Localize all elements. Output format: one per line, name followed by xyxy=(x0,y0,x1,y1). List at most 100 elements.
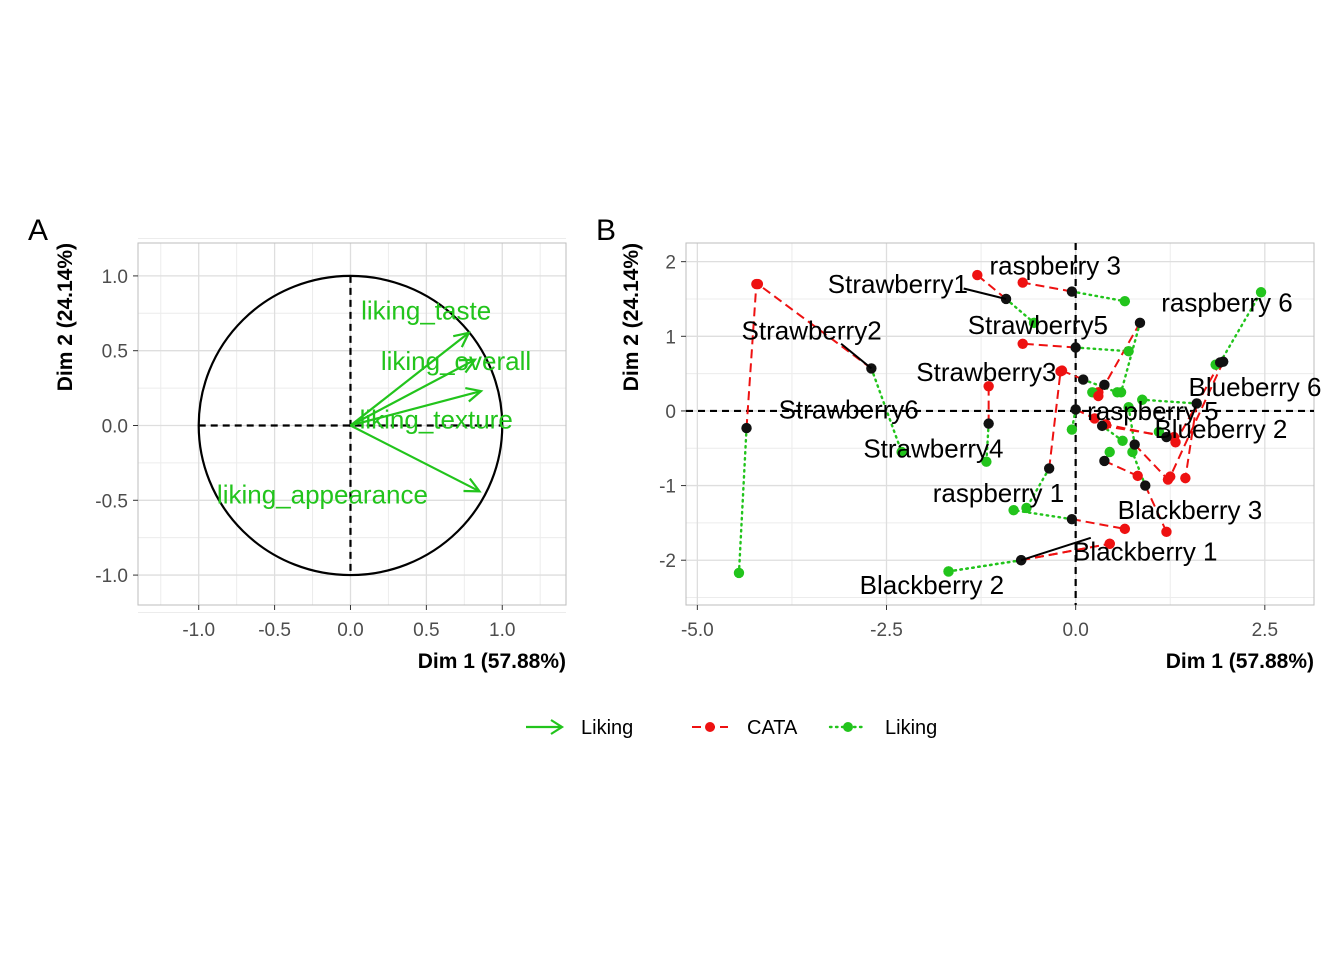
vector-label-liking-overall: liking_overall xyxy=(381,346,531,376)
cata-point-strawberry1 xyxy=(972,269,983,281)
legend-item-cata: CATA xyxy=(692,717,798,739)
panel-b-content: Strawberry1 Strawberry2 Strawberry3 Strawbe… xyxy=(686,243,1321,605)
product-label-strawberry3: Strawberry3 xyxy=(916,357,1056,387)
panel-a-x-tick-label: 0.0 xyxy=(337,620,363,641)
panel-a-y-tick-label: 0.5 xyxy=(102,342,128,363)
vector-head-liking-appearance xyxy=(463,477,482,493)
panel-b-minor-grid xyxy=(686,243,1314,605)
panel-a-y-axis-label: Dim 2 (24.14%) xyxy=(54,243,77,391)
panel-b: B Strawberry1Strawberry2Strawberry3Straw… xyxy=(596,214,1321,673)
legend: Liking CATA Liking xyxy=(526,717,937,739)
panel-a-content: liking_taste liking_overall liking_texture… xyxy=(197,274,531,577)
panel-a-x-tick-label: -1.0 xyxy=(182,620,215,641)
cata-point-blackberry-4 xyxy=(1132,470,1143,482)
vector-liking-appearance xyxy=(349,424,480,493)
panel-b-y-ticks: -2 -1 0 1 2 xyxy=(659,253,686,572)
panel-a-x-ticks: -1.0 -0.5 0.0 0.5 1.0 xyxy=(182,605,515,641)
product-point-blackberry-3 xyxy=(1140,480,1151,491)
vector-liking-taste xyxy=(349,331,470,427)
product-label-strawberry1: Strawberry1 xyxy=(828,269,968,299)
cata-point-raspberry-2 xyxy=(1119,523,1131,535)
cata-link-blackberry-4 xyxy=(1104,460,1139,477)
liking-link-blueberry-5 xyxy=(1100,424,1124,442)
product-label-blueberry-2: Blueberry 2 xyxy=(1154,414,1287,444)
product-label-raspberry-1: raspberry 1 xyxy=(933,478,1065,508)
panel-a-x-tick-label: 0.5 xyxy=(413,620,439,641)
cata-link-blueberry-6 xyxy=(1169,361,1225,478)
product-label-strawberry5: Strawberry5 xyxy=(968,310,1108,340)
liking-point-blueberry-5 xyxy=(1117,435,1128,446)
liking-point-blueberry-2 xyxy=(1153,426,1165,438)
panel-a-x-axis-label: Dim 1 (57.88%) xyxy=(418,650,566,673)
liking-link-raspberry-1 xyxy=(1025,467,1051,510)
liking-point-raspberry-4 xyxy=(1123,402,1134,413)
cata-link-strawberry2 xyxy=(757,283,872,370)
vector-liking-overall xyxy=(349,358,476,427)
vector-head-liking-taste xyxy=(452,331,471,348)
panel-a-x-tick-label: -0.5 xyxy=(258,620,291,641)
cata-link-strawberry6 xyxy=(745,283,758,429)
product-point-strawberry5 xyxy=(1070,342,1081,353)
product-point-blueberry-3 xyxy=(1134,317,1146,329)
panel-a-y-tick-label: 0.0 xyxy=(102,416,128,437)
product-point-strawberry6 xyxy=(741,422,752,434)
legend-cata-dot xyxy=(705,722,715,732)
liking-point-strawberry6 xyxy=(733,567,745,579)
product-label-raspberry-6: raspberry 6 xyxy=(1161,288,1293,318)
panel-b-y-tick-label: 0 xyxy=(665,402,676,423)
panel-a-y-tick-label: -0.5 xyxy=(95,491,128,512)
panel-a: A liking_taste liking_overall liking_textu… xyxy=(28,214,567,673)
product-point-blueberry-5 xyxy=(1096,420,1108,432)
panel-b-y-axis-label: Dim 2 (24.14%) xyxy=(620,243,643,391)
cata-link-blueberry-4 xyxy=(1184,403,1198,479)
product-point-blueberry-1 xyxy=(1099,379,1110,391)
liking-link-blueberry-3 xyxy=(1119,321,1142,394)
liking-point-raspberry-1 xyxy=(1021,502,1032,514)
panel-a-y-tick-label: -1.0 xyxy=(95,566,128,587)
cata-link-strawberry5 xyxy=(1022,342,1076,349)
liking-point-strawberry1 xyxy=(1028,317,1040,329)
product-label-strawberry2: Strawberry2 xyxy=(742,315,882,345)
cata-link-blackberry-2 xyxy=(1021,542,1110,562)
panel-a-label: A xyxy=(28,214,48,247)
product-label-raspberry-5: raspberry 5 xyxy=(1087,396,1219,426)
panel-b-y-tick-label: -2 xyxy=(659,551,676,572)
cata-point-blueberry-6 xyxy=(1165,471,1176,482)
liking-link-strawberry1 xyxy=(1004,297,1036,325)
product-point-strawberry4 xyxy=(983,418,994,429)
panel-b-y-tick-label: -1 xyxy=(659,477,676,498)
panel-a-x-tick-label: 1.0 xyxy=(489,620,515,641)
cata-point-strawberry6 xyxy=(751,278,762,290)
liking-point-blueberry-3 xyxy=(1115,387,1127,398)
panel-b-x-axis-label: Dim 1 (57.88%) xyxy=(1166,650,1314,673)
vector-label-liking-appearance: liking_appearance xyxy=(217,479,428,509)
liking-point-raspberry-2 xyxy=(1008,505,1019,516)
vector-head-liking-texture xyxy=(465,386,484,403)
panel-b-x-tick-label: 2.5 xyxy=(1252,620,1278,641)
cata-link-raspberry-3 xyxy=(1022,281,1073,293)
panel-b-x-tick-label: -2.5 xyxy=(870,620,903,641)
liking-point-blackberry-4 xyxy=(1104,446,1115,458)
panel-a-y-ticks: -1.0 -0.5 0.0 0.5 1.0 xyxy=(95,267,138,587)
product-point-blueberry-2 xyxy=(1161,431,1172,443)
cata-link-raspberry-1 xyxy=(1048,371,1062,469)
cata-link-strawberry1 xyxy=(976,274,1007,300)
panel-b-border xyxy=(685,242,1315,606)
cata-point-blueberry-3 xyxy=(1093,390,1104,402)
panel-a-y-tick-label: 1.0 xyxy=(102,267,128,288)
partial-points xyxy=(733,269,1267,579)
panel-b-y-tick-label: 2 xyxy=(665,253,676,274)
panel-a-minor-grid xyxy=(138,238,566,613)
panel-b-label: B xyxy=(596,214,616,247)
liking-link-blackberry-2 xyxy=(947,559,1023,573)
cata-link-raspberry-4 xyxy=(1133,443,1169,481)
legend-label-cata: CATA xyxy=(747,717,798,739)
cata-point-blackberry-2 xyxy=(1104,538,1115,549)
liking-link-raspberry-4 xyxy=(1127,406,1136,446)
liking-point-blackberry-2 xyxy=(943,566,954,577)
legend-liking-dot xyxy=(843,722,853,732)
product-point-strawberry3 xyxy=(1078,374,1089,385)
product-label-extra: Blackberry 2 xyxy=(860,570,1005,600)
liking-point-strawberry4 xyxy=(981,456,992,467)
